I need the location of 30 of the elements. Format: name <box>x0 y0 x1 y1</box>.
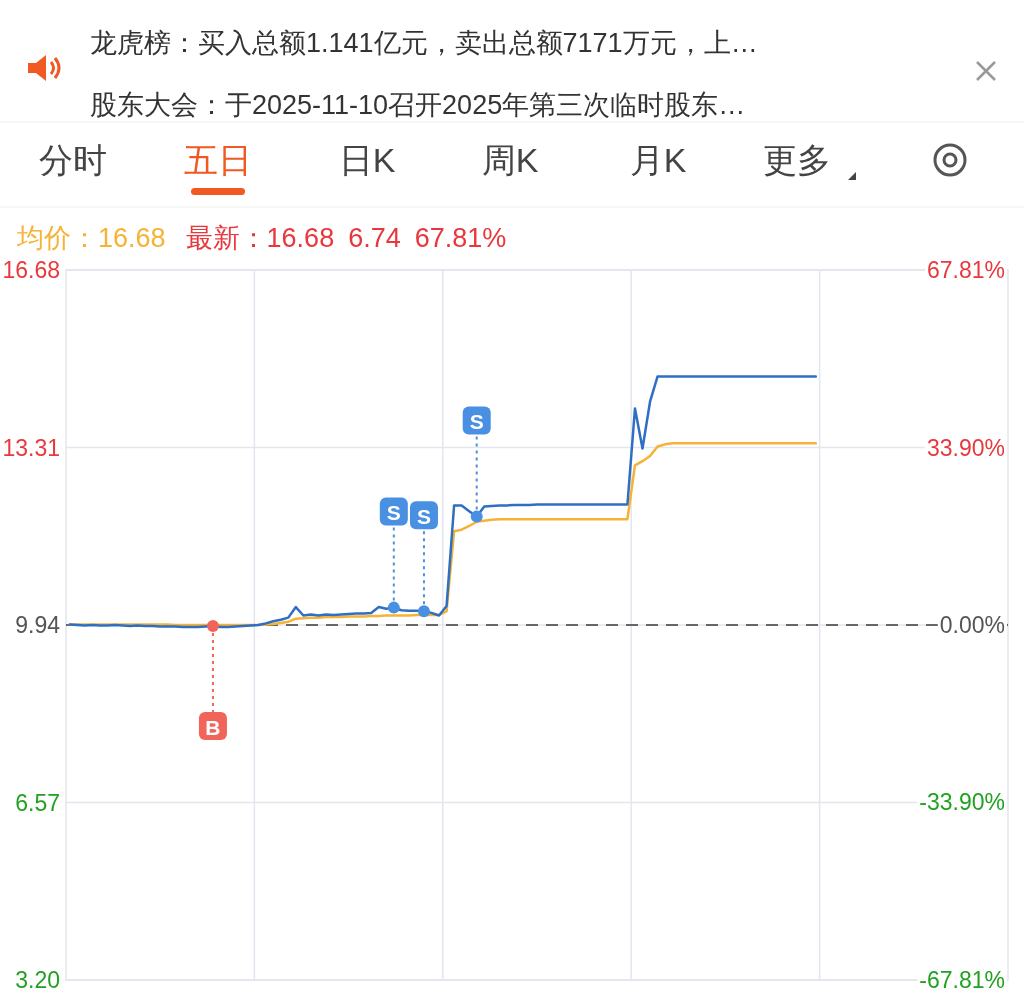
text: 分时 <box>39 141 107 179</box>
point <box>417 605 430 618</box>
text: S <box>386 501 401 525</box>
y-tick-label: 9.94 <box>15 612 61 638</box>
point <box>470 510 483 523</box>
y2-tick-label: -67.81% <box>919 967 1005 993</box>
legend-label: S <box>416 504 431 528</box>
y2-tick-label: 33.90% <box>926 434 1005 461</box>
text: 6.74 <box>348 223 401 253</box>
y2-tick-label: -33.90% <box>919 789 1005 816</box>
text: 月K <box>629 141 687 179</box>
y-tick-label: 13.31 <box>2 434 60 461</box>
y2-tick-label: 67.81% <box>926 257 1005 283</box>
y-tick-label: 16.68 <box>2 257 60 283</box>
text: 龙虎榜：买入总额1.141亿元，卖出总额7171万元，上… <box>90 28 758 58</box>
text: S <box>469 410 484 433</box>
text: 五日 <box>184 141 252 179</box>
text: 更多 <box>763 141 831 179</box>
text: 67.81% <box>414 223 507 253</box>
y2-tick-label: 0.00% <box>939 612 1005 638</box>
text: 日K <box>338 141 396 179</box>
text: 最新：16.68 <box>185 223 335 253</box>
point <box>387 601 400 614</box>
y-tick-label: 6.57 <box>15 789 60 816</box>
text: 股东大会：于2025-11-10召开2025年第三次临时股东… <box>90 90 746 120</box>
y-tick-label: 3.20 <box>15 967 60 993</box>
point <box>206 620 219 633</box>
text: 均价：16.68 <box>16 223 166 253</box>
text: 周K <box>481 141 539 179</box>
text: B <box>205 715 221 739</box>
